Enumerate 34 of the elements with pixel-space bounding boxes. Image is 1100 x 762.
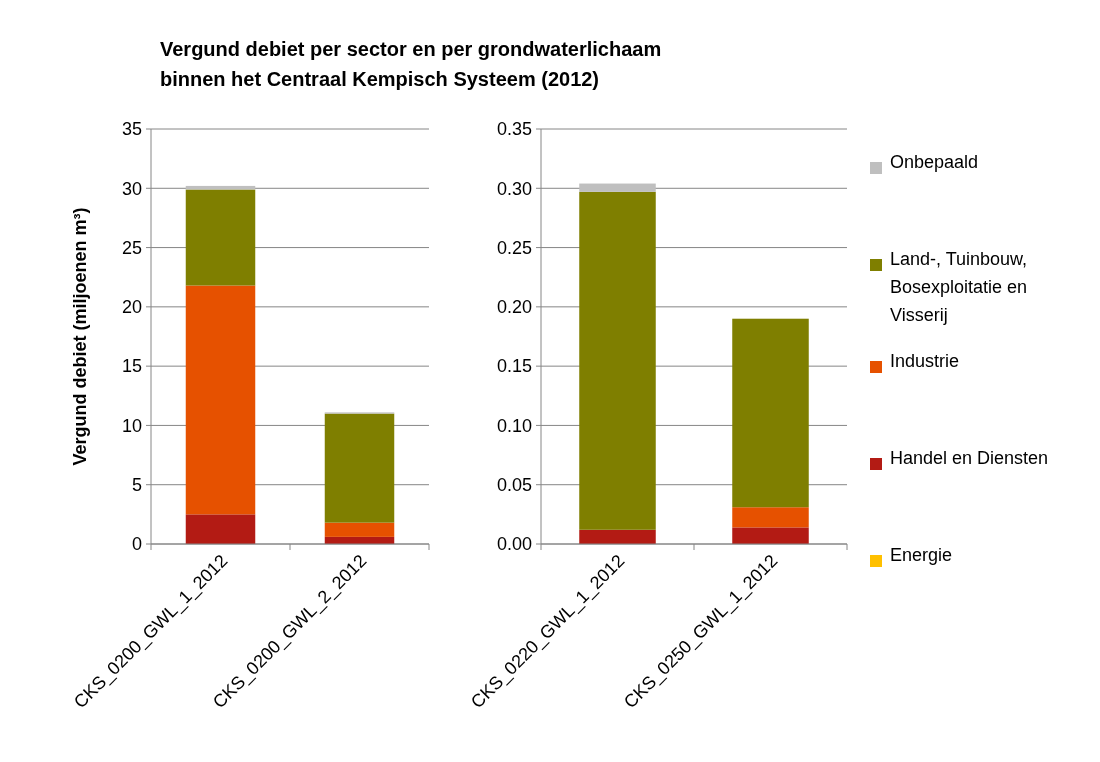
bar — [579, 183, 656, 192]
y-tick-label: 0.05 — [496, 475, 532, 496]
y-tick-label: 0.00 — [496, 534, 532, 555]
legend-label: Onbepaald — [890, 152, 979, 172]
bar — [185, 285, 256, 515]
bar — [185, 189, 256, 286]
legend-label: Industrie — [890, 351, 960, 371]
y-tick-label: 0.15 — [496, 356, 532, 377]
y-tick-label: 20 — [121, 297, 142, 318]
legend-label: Energie — [890, 545, 953, 565]
y-tick-label: 35 — [121, 119, 142, 140]
y-tick-label: 0.30 — [496, 178, 532, 199]
legend-label: Land-, Tuinbouw, Bosexploitatie en Visserij — [890, 249, 1028, 325]
y-tick-label: 0 — [131, 534, 142, 555]
y-tick-label: 5 — [131, 475, 142, 496]
bar — [732, 527, 809, 544]
bar — [579, 529, 656, 544]
y-tick-label: 15 — [121, 356, 142, 377]
chart-title: Vergund debiet per sector en per grondwaterlichaam binnen het Centraal Kempisch Systeem (2012) — [160, 38, 662, 90]
bar — [324, 522, 395, 537]
y-tick-label: 10 — [121, 415, 142, 436]
y-tick-label: 30 — [121, 178, 142, 199]
bar — [732, 318, 809, 508]
bar — [185, 514, 256, 544]
bar — [732, 507, 809, 528]
bar — [324, 413, 395, 523]
legend-label: Handel en Diensten — [890, 448, 1049, 468]
y-tick-label: 0.25 — [496, 237, 532, 258]
y-tick-label: 0.35 — [496, 119, 532, 140]
y-tick-label: 25 — [121, 237, 142, 258]
y-tick-label: 0.10 — [496, 415, 532, 436]
y-tick-label: 0.20 — [496, 297, 532, 318]
bar — [579, 191, 656, 530]
y-axis-title: Vergund debiet (miljoenen m³) — [70, 207, 90, 466]
